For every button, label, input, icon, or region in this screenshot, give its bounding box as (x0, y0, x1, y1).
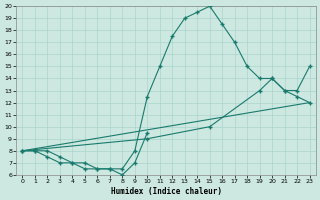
X-axis label: Humidex (Indice chaleur): Humidex (Indice chaleur) (110, 187, 221, 196)
